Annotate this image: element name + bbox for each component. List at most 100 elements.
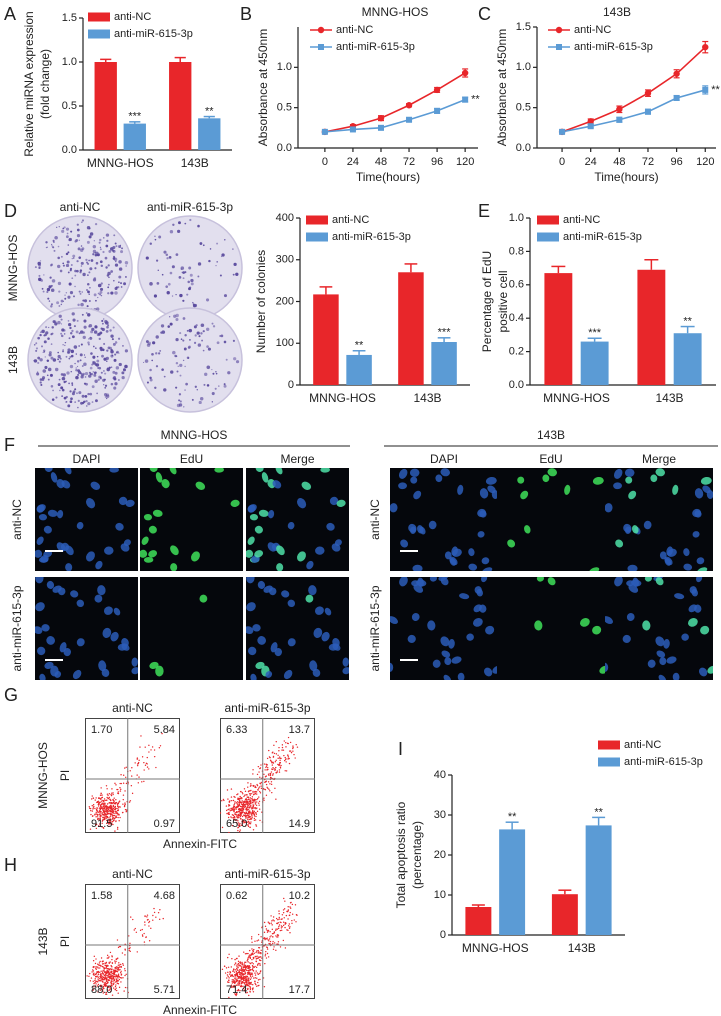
column-label: anti-NC	[112, 867, 153, 881]
nucleus	[624, 526, 632, 534]
event	[153, 907, 155, 910]
colony	[233, 357, 237, 361]
event	[239, 961, 242, 963]
nucleus	[666, 656, 677, 664]
nucleus	[170, 563, 178, 571]
colony	[72, 254, 76, 258]
quadrant-value: 17.7	[289, 984, 310, 996]
event	[285, 914, 288, 917]
event	[134, 762, 136, 764]
colony	[47, 297, 50, 300]
event	[95, 968, 97, 971]
colony	[83, 382, 87, 385]
event	[264, 962, 266, 965]
event	[253, 791, 256, 793]
event	[115, 970, 118, 973]
event	[267, 921, 269, 923]
event	[143, 780, 145, 783]
nucleus	[47, 509, 58, 517]
event	[129, 800, 132, 802]
event	[285, 761, 287, 763]
colony	[155, 365, 159, 368]
event	[237, 983, 239, 985]
colony	[60, 323, 63, 325]
colony	[178, 393, 182, 396]
nucleus	[297, 498, 307, 509]
event	[259, 963, 261, 965]
colony	[119, 244, 122, 246]
nucleus	[457, 484, 464, 495]
event	[257, 765, 260, 768]
event	[247, 816, 249, 818]
bar	[169, 62, 192, 150]
event	[278, 924, 281, 926]
colony	[65, 263, 70, 268]
colony	[117, 379, 120, 381]
micrograph	[390, 577, 498, 680]
event	[110, 968, 113, 971]
colony	[51, 398, 55, 401]
event	[91, 805, 93, 807]
nucleus	[536, 577, 544, 582]
event	[248, 822, 250, 825]
event	[237, 977, 239, 980]
event	[143, 941, 146, 943]
quadrant-value: 13.7	[289, 724, 310, 736]
event	[115, 987, 117, 989]
event	[136, 774, 138, 776]
event	[237, 806, 240, 808]
colony	[67, 244, 70, 246]
event	[239, 973, 241, 976]
event	[250, 783, 252, 785]
colony	[58, 378, 61, 381]
colony	[42, 290, 45, 293]
colony	[106, 397, 108, 400]
event	[112, 804, 115, 807]
event	[267, 929, 270, 932]
y-tick-label: 1.0	[277, 61, 292, 73]
event	[114, 811, 117, 813]
event	[241, 972, 244, 974]
colony	[87, 402, 91, 406]
colony	[98, 366, 102, 370]
marker	[702, 86, 709, 93]
colony	[154, 235, 156, 237]
event	[287, 756, 290, 758]
colony	[64, 341, 67, 344]
colony	[189, 339, 191, 341]
event	[269, 772, 272, 775]
colony	[167, 282, 171, 286]
marker	[616, 106, 623, 113]
event	[125, 766, 127, 769]
colony	[208, 259, 211, 263]
event	[115, 799, 117, 801]
colony	[187, 346, 191, 349]
event	[242, 985, 244, 988]
colony	[193, 325, 197, 329]
event	[252, 807, 254, 809]
colony	[169, 271, 173, 275]
event	[228, 800, 231, 803]
event	[119, 782, 121, 785]
colony	[114, 353, 117, 356]
event	[255, 815, 257, 818]
event	[120, 974, 122, 976]
event	[249, 986, 251, 988]
event	[247, 824, 249, 826]
colony	[114, 371, 118, 375]
quadrant-value: 4.68	[154, 890, 175, 902]
event	[241, 961, 243, 964]
event	[270, 783, 273, 786]
colony	[87, 313, 91, 317]
event	[245, 992, 247, 994]
y-tick-label: 40	[434, 769, 446, 781]
event	[289, 741, 292, 744]
event	[141, 934, 144, 936]
colony	[198, 335, 201, 338]
colony	[101, 322, 104, 325]
event	[104, 799, 106, 802]
y-axis-label: (percentage)	[410, 821, 424, 889]
nucleus	[191, 551, 200, 562]
y-axis-label: PI	[58, 936, 72, 947]
nucleus	[476, 588, 483, 597]
